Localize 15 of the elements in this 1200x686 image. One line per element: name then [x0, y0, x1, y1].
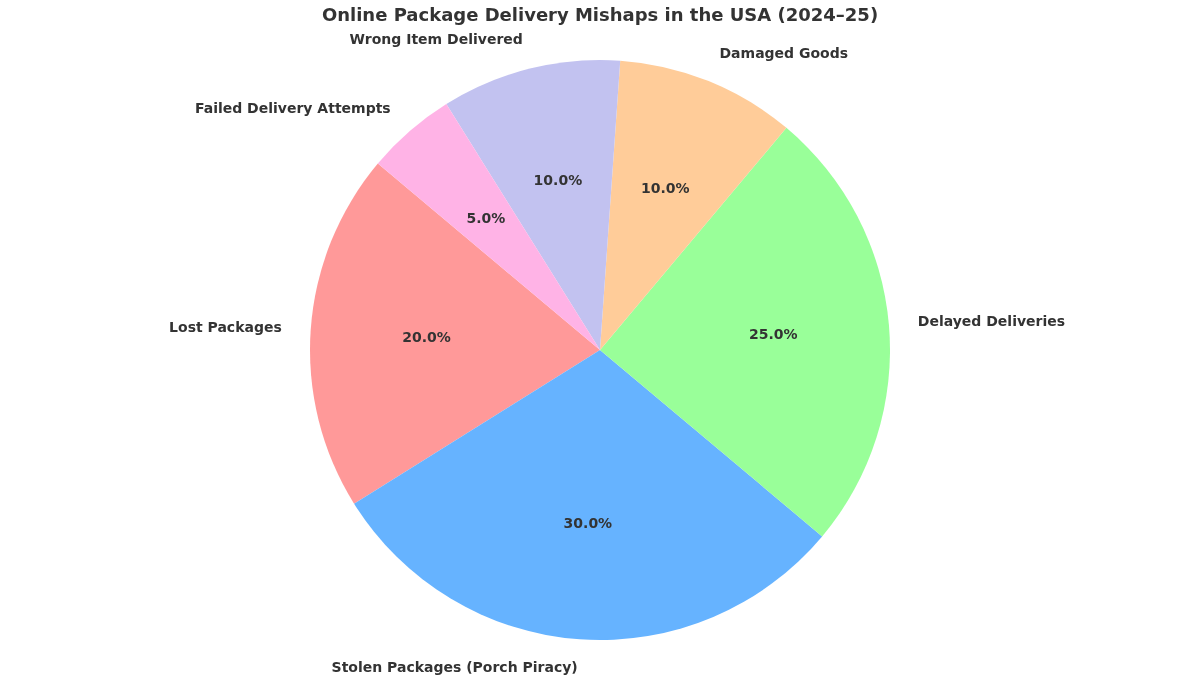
- slice-label: Stolen Packages (Porch Piracy): [331, 659, 578, 676]
- data-label: 20.0%: [402, 328, 451, 345]
- data-label: 5.0%: [466, 209, 506, 226]
- slice-label: Wrong Item Delivered: [349, 31, 523, 48]
- chart-title: Online Package Delivery Mishaps in the USA (2024–25): [321, 4, 879, 26]
- data-label: 30.0%: [563, 514, 613, 531]
- pie-slice: [310, 163, 600, 504]
- data-label: 10.0%: [533, 172, 583, 189]
- slice-label: Failed Delivery Attempts: [194, 100, 391, 117]
- data-label: 25.0%: [749, 325, 798, 342]
- slice-label: Damaged Goods: [719, 45, 849, 62]
- data-label: 10.0%: [640, 179, 690, 196]
- slice-label: Lost Packages: [169, 318, 282, 335]
- pie-slice: [354, 350, 823, 640]
- slice-label: Delayed Deliveries: [917, 313, 1066, 330]
